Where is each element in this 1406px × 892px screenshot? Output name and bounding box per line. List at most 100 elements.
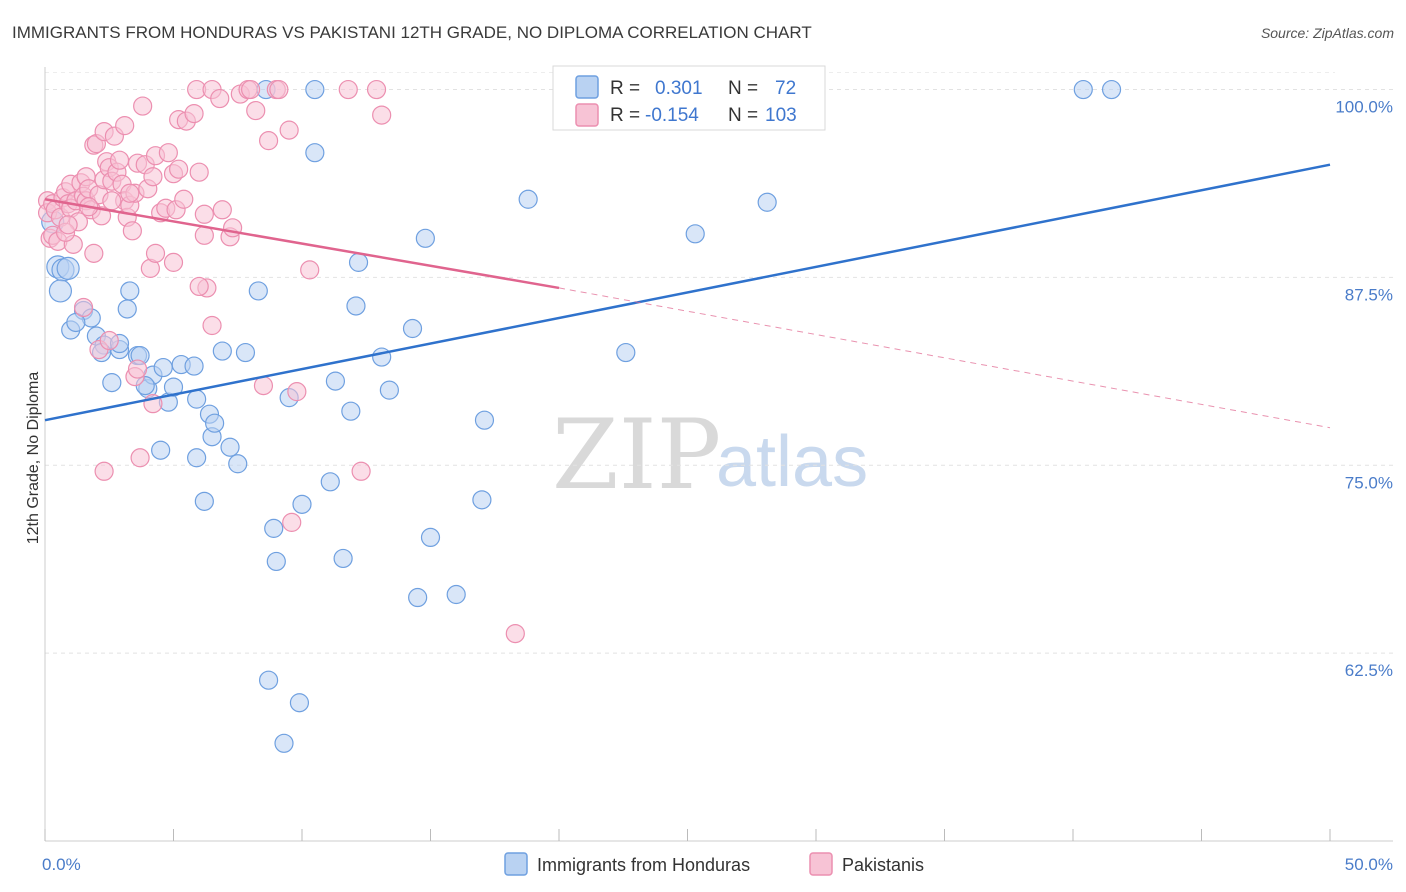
pakistanis-point-81 xyxy=(338,79,358,100)
honduras-point-53 xyxy=(402,318,423,339)
honduras-point-32 xyxy=(220,437,240,457)
legend-r-value-honduras: 0.301 xyxy=(655,78,703,99)
pakistanis-point-79 xyxy=(287,382,307,402)
pakistanis-point-65 xyxy=(210,88,230,109)
trend-line-honduras xyxy=(44,163,1331,422)
honduras-point-59 xyxy=(474,410,495,430)
honduras-point-47 xyxy=(333,548,353,569)
honduras-point-24 xyxy=(184,356,204,376)
pakistanis-point-68 xyxy=(223,218,243,238)
pakistanis-point-83 xyxy=(366,79,387,100)
honduras-point-27 xyxy=(194,491,214,511)
honduras-point-63 xyxy=(685,224,705,244)
pakistanis-point-58 xyxy=(184,103,204,124)
legend-swatch-pakistanis xyxy=(575,103,599,127)
pakistanis-point-80 xyxy=(300,260,320,280)
honduras-point-71 xyxy=(56,256,80,280)
pakistanis-point-87 xyxy=(99,330,119,351)
honduras-point-49 xyxy=(346,296,366,316)
pakistanis-point-84 xyxy=(372,105,392,125)
pakistanis-point-93 xyxy=(145,243,166,263)
pakistanis-point-101 xyxy=(102,191,122,211)
y-tick-label-2: 75.0% xyxy=(1345,473,1393,492)
pakistanis-point-71 xyxy=(241,79,261,100)
honduras-point-43 xyxy=(305,143,325,163)
data-points xyxy=(37,79,1122,753)
pakistanis-point-95 xyxy=(189,276,209,297)
honduras-point-55 xyxy=(415,228,435,248)
pakistanis-point-94 xyxy=(163,252,184,272)
pakistanis-point-92 xyxy=(94,461,114,481)
honduras-point-30 xyxy=(205,413,225,433)
y-axis-label: 12th Grade, No Diploma xyxy=(25,372,42,545)
legend-n-value-honduras: 72 xyxy=(775,78,796,99)
y-tick-label-0: 100.0% xyxy=(1335,98,1393,117)
legend-r-value-pakistanis: -0.154 xyxy=(645,105,699,126)
series-label-pakistanis: Pakistanis xyxy=(842,855,924,875)
pakistanis-point-72 xyxy=(246,100,266,121)
honduras-point-41 xyxy=(289,693,310,713)
pakistanis-point-90 xyxy=(130,448,150,468)
honduras-point-22 xyxy=(163,377,184,397)
chart-source: Source: ZipAtlas.com xyxy=(1261,25,1394,41)
pakistanis-point-56 xyxy=(174,189,194,209)
honduras-point-44 xyxy=(305,79,325,100)
honduras-point-3 xyxy=(48,279,73,303)
pakistanis-point-60 xyxy=(189,162,209,182)
trend-lines xyxy=(44,163,1331,429)
grid xyxy=(45,72,1393,654)
honduras-point-34 xyxy=(235,342,256,363)
series-swatch-honduras xyxy=(504,852,528,876)
legend-n-value-pakistanis: 103 xyxy=(765,105,797,126)
chart-title: IMMIGRANTS FROM HONDURAS VS PAKISTANI 12… xyxy=(12,23,812,42)
legend-n-label-honduras: N = xyxy=(728,78,758,99)
x-tick-labels: 0.0% 50.0% xyxy=(42,855,1393,874)
honduras-point-11 xyxy=(102,373,122,393)
pakistanis-point-89 xyxy=(127,359,148,379)
correlation-legend: R = 0.301 N = 72 R = -0.154 N = 103 xyxy=(552,65,826,131)
legend-swatch-honduras xyxy=(575,75,599,99)
honduras-point-19 xyxy=(151,440,171,460)
pakistanis-point-99 xyxy=(58,215,78,235)
honduras-point-54 xyxy=(408,587,428,608)
x-tick-label-1: 50.0% xyxy=(1345,855,1393,874)
pakistanis-point-40 xyxy=(122,221,142,241)
pakistanis-point-74 xyxy=(258,131,279,151)
y-tick-label-1: 87.5% xyxy=(1345,285,1393,304)
honduras-point-61 xyxy=(616,342,636,363)
pakistanis-point-43 xyxy=(133,96,153,116)
honduras-point-14 xyxy=(120,281,140,301)
honduras-point-56 xyxy=(420,527,441,548)
honduras-point-60 xyxy=(518,189,538,209)
pakistanis-point-23 xyxy=(84,243,104,263)
honduras-point-52 xyxy=(379,380,399,400)
honduras-point-36 xyxy=(258,670,279,690)
pakistanis-point-73 xyxy=(253,376,274,396)
pakistanis-point-76 xyxy=(269,79,289,100)
honduras-point-26 xyxy=(187,448,207,468)
watermark-zip: ZIP xyxy=(552,399,721,511)
honduras-point-42 xyxy=(292,494,312,514)
series-legend: Immigrants from Honduras Pakistanis xyxy=(504,852,924,876)
honduras-point-37 xyxy=(264,518,284,538)
watermark-atlas: atlas xyxy=(716,422,868,502)
honduras-point-33 xyxy=(228,454,248,474)
trend-line-pakistanis xyxy=(44,198,560,290)
honduras-point-13 xyxy=(117,299,137,319)
honduras-point-46 xyxy=(325,371,346,391)
honduras-point-39 xyxy=(274,733,294,753)
honduras-point-45 xyxy=(320,472,340,492)
honduras-point-58 xyxy=(472,490,492,510)
series-label-honduras: Immigrants from Honduras xyxy=(537,855,750,875)
honduras-point-38 xyxy=(266,551,286,572)
pakistanis-point-85 xyxy=(505,623,525,644)
honduras-point-35 xyxy=(248,281,268,301)
series-swatch-pakistanis xyxy=(809,852,833,876)
watermark: ZIP atlas xyxy=(552,399,868,511)
pakistanis-point-34 xyxy=(109,150,130,170)
honduras-point-57 xyxy=(446,584,466,605)
pakistanis-point-36 xyxy=(115,116,135,136)
pakistanis-point-77 xyxy=(279,120,299,140)
pakistanis-point-97 xyxy=(73,297,94,318)
